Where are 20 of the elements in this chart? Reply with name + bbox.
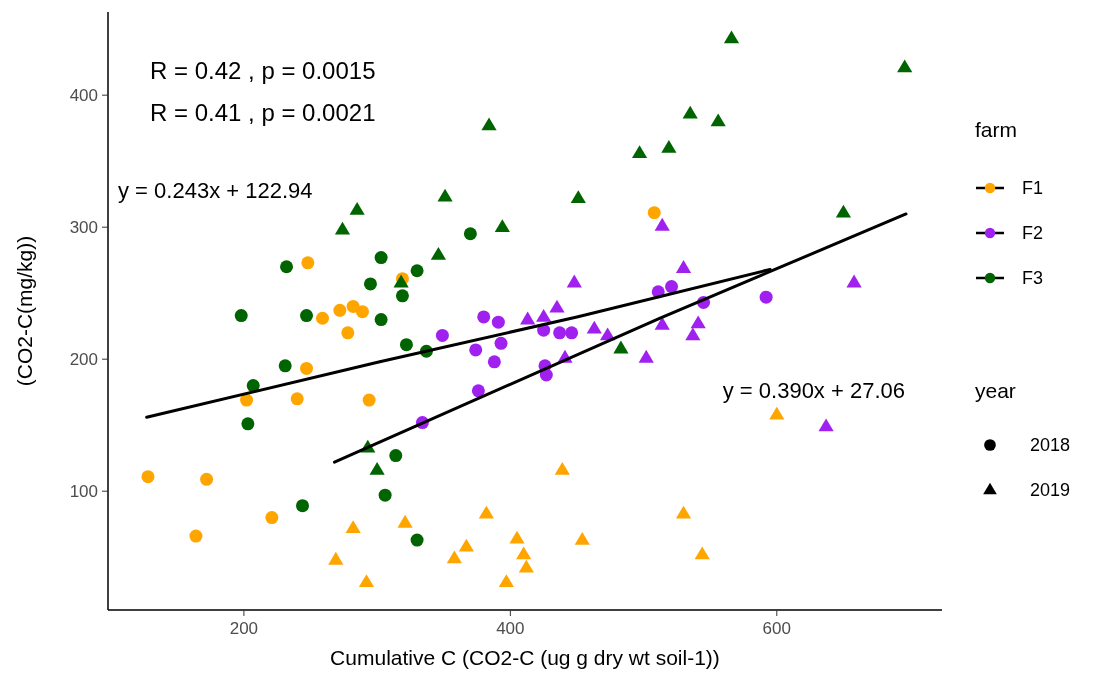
text: year: [975, 379, 1016, 402]
legend-title: farm: [975, 118, 1017, 141]
text: 2019: [1030, 480, 1071, 501]
x-axis-title: Cumulative C (CO2-C (ug g dry wt soil-1)): [330, 646, 720, 669]
y-axis-title: (CO2-C(mg/kg)): [13, 235, 36, 387]
y-tick-label: 400: [69, 86, 98, 106]
annotation: R = 0.42 , p = 0.0015: [150, 57, 376, 84]
x-tick-label: 200: [229, 619, 259, 638]
legend-label: F2: [1022, 223, 1044, 244]
annotation: R = 0.41 , p = 0.0021: [150, 99, 376, 126]
legend-label: F1: [1022, 178, 1044, 199]
annotation: y = 0.243x + 122.94: [118, 178, 313, 203]
text: 2018: [1030, 435, 1071, 456]
x-tick-label: 400: [496, 619, 525, 638]
legend-label: F3: [1022, 268, 1044, 289]
y-tick-label: 300: [69, 218, 98, 238]
y-tick-label: 200: [69, 350, 98, 370]
x-tick-label: 600: [762, 619, 791, 638]
annotation: y = 0.390x + 27.06: [722, 378, 905, 403]
y-tick-label: 100: [69, 482, 98, 502]
